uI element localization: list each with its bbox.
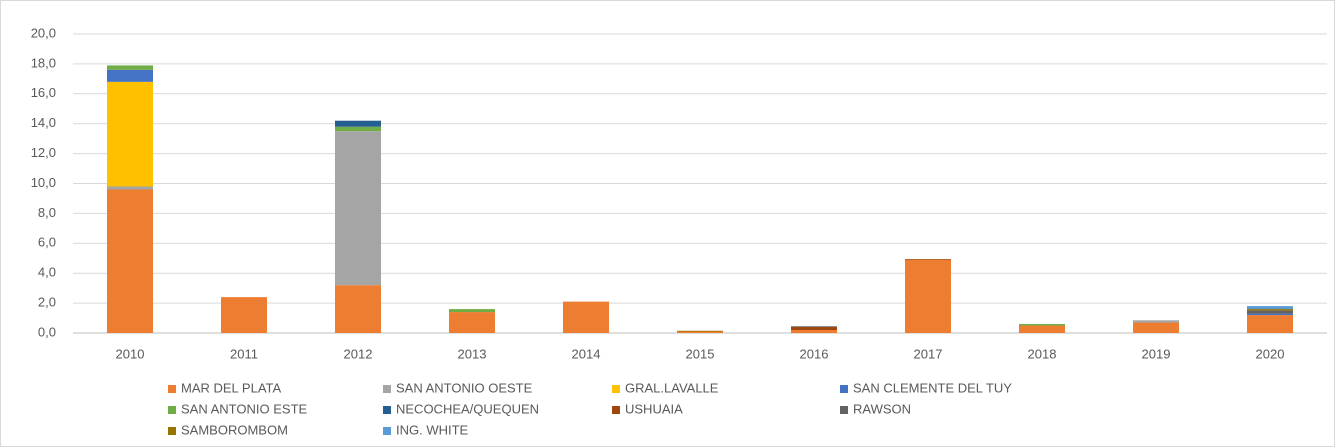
- legend-label: USHUAIA: [625, 401, 683, 416]
- legend-label: MAR DEL PLATA: [181, 380, 282, 395]
- bar-segment: [1019, 325, 1065, 333]
- y-tick-label: 8,0: [38, 205, 56, 220]
- bar-segment: [107, 65, 153, 70]
- y-tick-label: 14,0: [31, 115, 56, 130]
- y-tick-label: 4,0: [38, 265, 56, 280]
- legend-label: RAWSON: [853, 401, 911, 416]
- bar-segment: [1247, 306, 1293, 310]
- bar-segment: [791, 327, 837, 331]
- bar-segment: [791, 330, 837, 333]
- bar-segment: [791, 326, 837, 328]
- bar-segment: [221, 297, 267, 333]
- y-tick-label: 16,0: [31, 85, 56, 100]
- bar-segment: [677, 331, 723, 333]
- bar-segment: [1133, 320, 1179, 323]
- x-tick-label: 2018: [1028, 346, 1057, 361]
- legend-swatch: [383, 406, 391, 414]
- bar-segment: [107, 189, 153, 333]
- legend-swatch: [612, 406, 620, 414]
- y-tick-label: 18,0: [31, 55, 56, 70]
- legend-swatch: [383, 385, 391, 393]
- bar-segment: [1247, 309, 1293, 311]
- y-tick-label: 0,0: [38, 324, 56, 339]
- legend-swatch: [168, 385, 176, 393]
- bar-segment: [905, 258, 951, 260]
- bar-segment: [335, 131, 381, 286]
- x-tick-label: 2015: [686, 346, 715, 361]
- bar-segment: [1019, 324, 1065, 326]
- bar-segment: [335, 285, 381, 333]
- legend-swatch: [840, 385, 848, 393]
- bar-segment: [107, 186, 153, 190]
- legend-label: SAMBOROMBOM: [181, 422, 288, 437]
- x-tick-label: 2017: [914, 346, 943, 361]
- bar-segment: [905, 259, 951, 333]
- legend-swatch: [840, 406, 848, 414]
- legend-label: ING. WHITE: [396, 422, 469, 437]
- legend-swatch: [168, 427, 176, 435]
- legend-swatch: [612, 385, 620, 393]
- legend-label: GRAL.LAVALLE: [625, 380, 719, 395]
- bar-segment: [677, 330, 723, 332]
- y-tick-label: 10,0: [31, 175, 56, 190]
- bar-segment: [107, 81, 153, 187]
- x-tick-label: 2019: [1142, 346, 1171, 361]
- x-tick-label: 2012: [344, 346, 373, 361]
- bar-segment: [335, 120, 381, 127]
- bar-segment: [1247, 315, 1293, 333]
- y-tick-label: 12,0: [31, 145, 56, 160]
- bar-segment: [335, 126, 381, 132]
- x-tick-label: 2011: [230, 346, 258, 361]
- y-tick-label: 2,0: [38, 295, 56, 310]
- bar-segment: [1247, 310, 1293, 314]
- bar-segment: [1247, 313, 1293, 316]
- x-tick-label: 2014: [572, 346, 601, 361]
- legend-label: NECOCHEA/QUEQUEN: [396, 401, 539, 416]
- x-tick-label: 2010: [116, 346, 145, 361]
- y-tick-label: 6,0: [38, 235, 56, 250]
- legend-swatch: [383, 427, 391, 435]
- legend-label: SAN ANTONIO OESTE: [396, 380, 533, 395]
- x-tick-label: 2013: [458, 346, 487, 361]
- bar-segment: [449, 309, 495, 313]
- legend-label: SAN ANTONIO ESTE: [181, 401, 308, 416]
- y-tick-label: 20,0: [31, 25, 56, 40]
- x-tick-label: 2020: [1256, 346, 1285, 361]
- bar-segment: [107, 69, 153, 82]
- x-tick-label: 2016: [800, 346, 829, 361]
- legend-swatch: [168, 406, 176, 414]
- legend-label: SAN CLEMENTE DEL TUY: [853, 380, 1012, 395]
- bar-segment: [563, 301, 609, 333]
- bar-segment: [1133, 322, 1179, 333]
- bar-segment: [449, 312, 495, 333]
